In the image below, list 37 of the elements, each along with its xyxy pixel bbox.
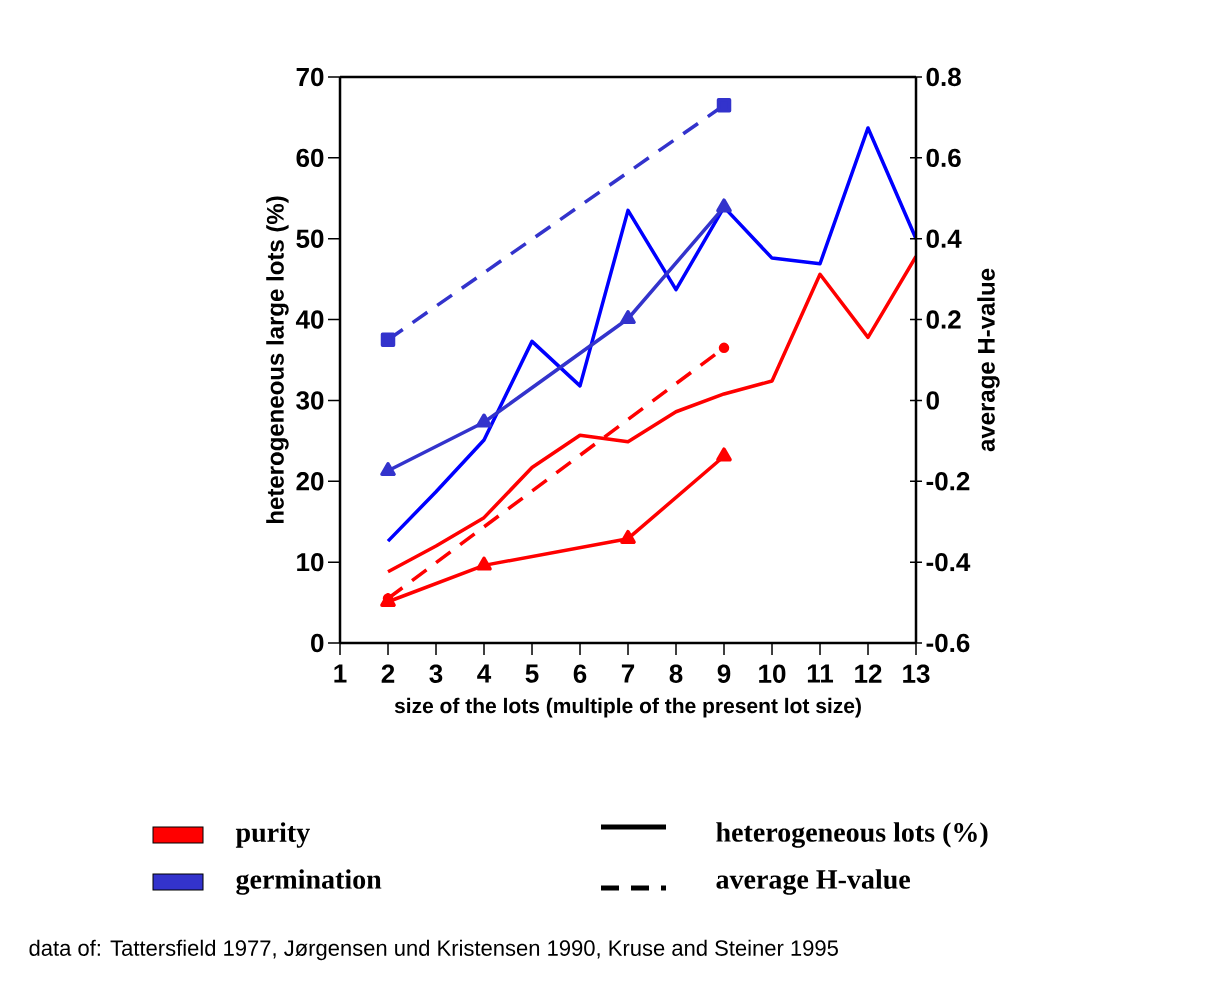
x-tick-label: 3 [429, 664, 443, 683]
y-tick-label: 50 [296, 229, 324, 248]
x-tick-label: 7 [621, 664, 635, 683]
y2-tick-label: 0.4 [926, 229, 962, 248]
x-tick-label: 2 [381, 664, 395, 683]
y-axis-title: heterogeneous large lots (%) [266, 196, 289, 523]
y2-tick-label: -0.4 [926, 552, 971, 572]
y-tick-label: 70 [296, 67, 324, 87]
y-tick-label: 0 [311, 633, 324, 653]
y2-tick-label: 0 [926, 391, 939, 410]
y-tick-label: 20 [296, 472, 324, 491]
x-tick-label: 5 [525, 664, 539, 683]
y2-tick-label: -0.6 [926, 633, 970, 653]
x-tick-label: 12 [855, 664, 882, 683]
y2-tick-label: -0.2 [926, 472, 970, 491]
y-tick-label: 40 [295, 310, 324, 329]
y2-tick-label: 0.8 [926, 67, 961, 87]
x-tick-label: 13 [903, 664, 930, 683]
x-tick-label: 9 [717, 664, 731, 683]
text: data of: Tattersfield 1977, Jørgensen und Kristensen 1990, Kruse and Steiner 1995 [29, 939, 838, 961]
x-tick-label: 6 [573, 664, 587, 683]
x-tick-label: 4 [477, 664, 492, 683]
x-tick-label: 8 [669, 664, 683, 683]
y2-tick-label: 0.6 [926, 148, 961, 168]
text: heterogeneous lots (%) [716, 822, 988, 848]
y-tick-label: 10 [297, 552, 324, 572]
x-axis-title: size of the lots (multiple of the present lot size) [394, 697, 861, 718]
y2-tick-label: 0.2 [926, 310, 961, 329]
y2-axis-title: average H-value [977, 268, 1000, 452]
legend-label: germination [236, 869, 382, 895]
text: average H-value [716, 869, 910, 895]
legend-label: purity [235, 822, 310, 848]
x-tick-label: 11 [807, 664, 834, 683]
y-tick-label: 30 [296, 391, 324, 410]
x-tick-label: 10 [759, 664, 786, 683]
x-tick-label: 1 [334, 664, 347, 683]
y-tick-label: 60 [296, 148, 324, 168]
